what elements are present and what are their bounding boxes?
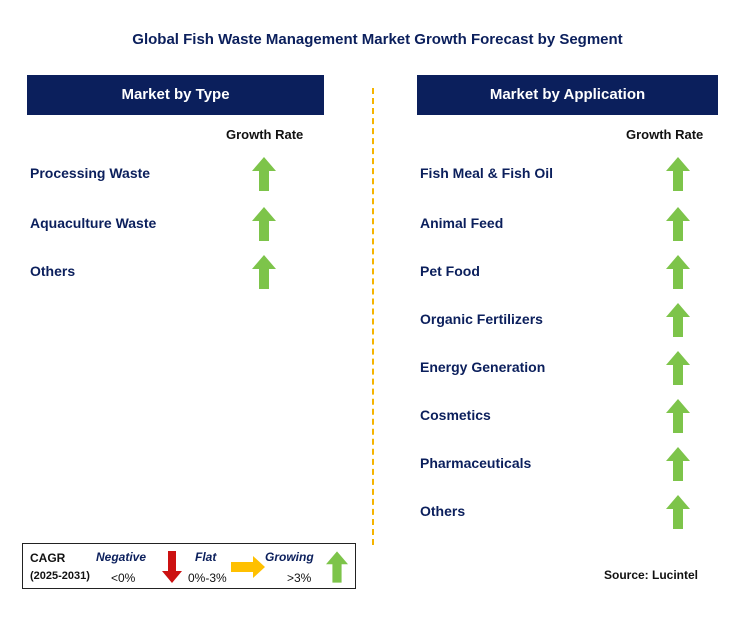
legend-growing-range: >3% [287, 571, 312, 585]
growing-arrow-icon [666, 157, 690, 191]
type-segment-row: Processing Waste [30, 155, 290, 195]
market-by-application-header: Market by Application [417, 75, 718, 115]
source-note: Source: Lucintel [604, 568, 699, 582]
application-segment-row: Pharmaceuticals [420, 445, 710, 485]
panel-divider [372, 88, 374, 545]
segment-label: Fish Meal & Fish Oil [420, 165, 554, 181]
application-segment-row: Cosmetics [420, 397, 710, 437]
growing-arrow-icon [252, 157, 276, 191]
legend-growing-label: Growing [265, 550, 314, 564]
chart-title: Global Fish Waste Management Market Grow… [132, 31, 623, 48]
growing-arrow-icon [252, 207, 276, 241]
application-growth-rate-label: Growth Rate [626, 127, 704, 142]
legend-cagr-label: CAGR [30, 551, 66, 565]
legend-flat-label: Flat [195, 550, 217, 564]
growing-arrow-icon [666, 303, 690, 337]
legend-period: (2025-2031) [30, 570, 90, 582]
application-segment-row: Fish Meal & Fish Oil [420, 155, 710, 195]
negative-arrow-icon [162, 551, 182, 583]
segment-label: Pharmaceuticals [420, 455, 532, 471]
type-segment-row: Aquaculture Waste [30, 205, 290, 245]
growing-arrow-icon [252, 255, 276, 289]
growing-arrow-icon [666, 255, 690, 289]
growing-arrow-icon [666, 495, 690, 529]
segment-label: Others [420, 503, 466, 519]
type-growth-rate-label: Growth Rate [226, 127, 304, 142]
legend-negative-label: Negative [96, 550, 147, 564]
segment-label: Animal Feed [420, 215, 504, 231]
application-segment-row: Organic Fertilizers [420, 301, 710, 341]
segment-label: Processing Waste [30, 165, 151, 181]
growing-arrow-icon [326, 551, 348, 583]
growing-arrow-icon [666, 351, 690, 385]
segment-label: Pet Food [420, 263, 480, 279]
segment-label: Others [30, 263, 76, 279]
legend-flat-range: 0%-3% [188, 571, 227, 585]
growing-arrow-icon [666, 207, 690, 241]
growing-arrow-icon [666, 447, 690, 481]
segment-label: Organic Fertilizers [420, 311, 543, 327]
type-segment-row: Others [30, 253, 290, 293]
segment-label: Aquaculture Waste [30, 215, 157, 231]
flat-arrow-icon [231, 556, 265, 578]
growing-arrow-icon [666, 399, 690, 433]
application-segment-row: Animal Feed [420, 205, 710, 245]
application-segment-row: Energy Generation [420, 349, 710, 389]
segment-label: Energy Generation [420, 359, 546, 375]
segment-label: Cosmetics [420, 407, 491, 423]
cagr-legend: CAGR (2025-2031) Negative <0% Flat 0%-3%… [22, 543, 356, 589]
market-by-type-header: Market by Type [27, 75, 324, 115]
application-segment-row: Others [420, 493, 710, 533]
legend-negative-range: <0% [111, 571, 136, 585]
application-segment-row: Pet Food [420, 253, 710, 293]
